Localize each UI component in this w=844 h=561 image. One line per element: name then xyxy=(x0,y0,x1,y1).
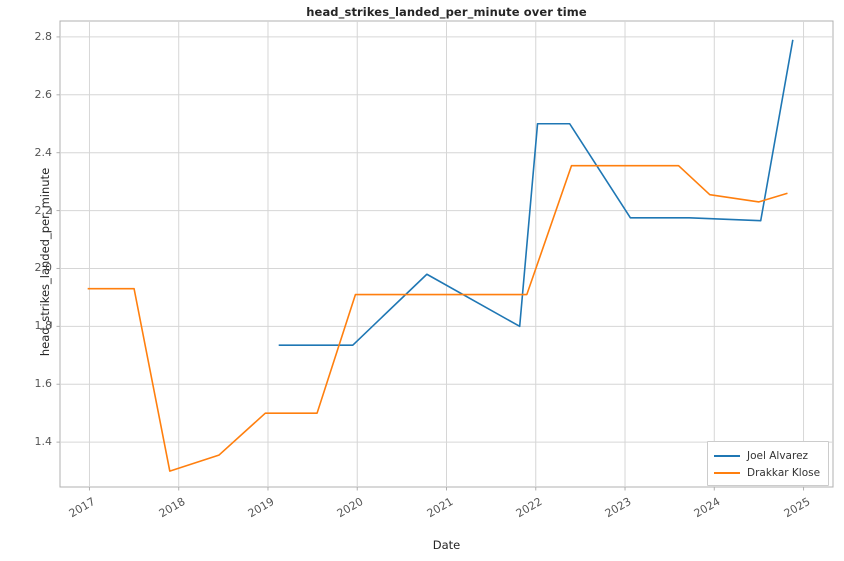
legend-item: Joel Alvarez xyxy=(714,447,822,464)
y-tick-label: 1.4 xyxy=(34,435,53,449)
y-tick-label: 1.6 xyxy=(34,377,53,391)
legend-color-swatch xyxy=(714,471,740,474)
x-tick-label: 2019 xyxy=(245,495,277,521)
x-tick-label: 2025 xyxy=(781,495,813,521)
x-tick-label: 2022 xyxy=(513,495,545,521)
x-tick-label: 2021 xyxy=(424,495,455,521)
y-tick-label: 2.6 xyxy=(34,87,53,101)
y-tick-label: 2.0 xyxy=(34,261,53,275)
grid-lines xyxy=(60,21,833,487)
x-axis-label: Date xyxy=(432,538,461,552)
legend-label: Drakkar Klose xyxy=(747,466,821,479)
x-tick-label: 2017 xyxy=(67,495,98,521)
x-tick-label: 2024 xyxy=(692,495,723,521)
legend-label: Joel Alvarez xyxy=(747,449,809,462)
series-line-joel-alvarez xyxy=(278,39,794,346)
chart-legend: Joel Alvarez Drakkar Klose xyxy=(707,441,829,486)
x-tick-label: 2023 xyxy=(602,495,634,521)
legend-color-swatch xyxy=(714,454,740,457)
data-series-layer xyxy=(87,39,794,472)
chart-title: head_strikes_landed_per_minute over time xyxy=(306,5,587,19)
y-tick-label: 2.4 xyxy=(34,145,53,159)
x-tick-label: 2020 xyxy=(334,495,366,521)
y-tick-label: 2.2 xyxy=(34,203,53,217)
axis-tick-marks xyxy=(56,36,805,491)
series-line-drakkar-klose xyxy=(87,164,788,472)
x-tick-label: 2018 xyxy=(156,495,188,521)
legend-item: Drakkar Klose xyxy=(714,464,822,481)
y-tick-label: 1.8 xyxy=(34,319,53,333)
y-axis-ticks: 1.4 1.6 1.8 2.0 2.2 2.4 2.6 2.8 xyxy=(0,0,53,561)
y-tick-label: 2.8 xyxy=(34,29,53,43)
